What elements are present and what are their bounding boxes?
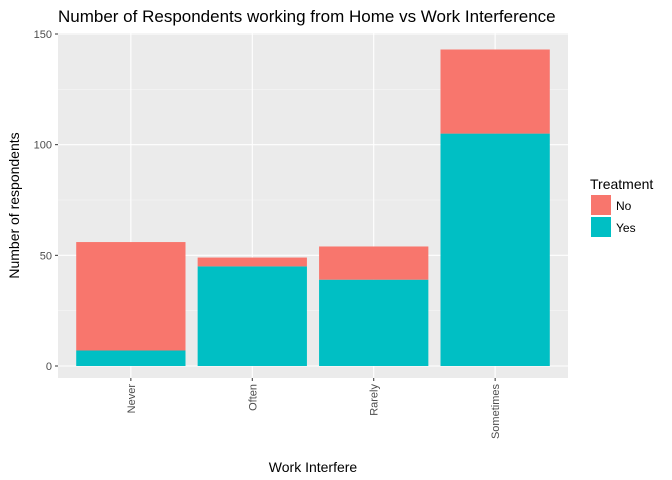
y-tick-label: 50 bbox=[40, 250, 52, 262]
legend-swatch-yes bbox=[591, 217, 611, 237]
legend-title: Treatment bbox=[590, 176, 653, 192]
y-axis-title: Number of respondents bbox=[6, 132, 22, 278]
x-tick-label: Often bbox=[247, 384, 259, 411]
x-tick-label: Never bbox=[126, 384, 138, 414]
bar-rarely-yes bbox=[319, 279, 429, 366]
bar-rarely-no bbox=[319, 246, 429, 280]
y-tick-label: 150 bbox=[34, 29, 52, 41]
y-tick-label: 100 bbox=[34, 140, 52, 152]
bars-layer bbox=[76, 49, 550, 366]
legend: Treatment No Yes bbox=[590, 176, 653, 237]
bar-sometimes-no bbox=[440, 49, 550, 134]
x-tick-label: Sometimes bbox=[490, 384, 502, 440]
bar-never-no bbox=[76, 242, 186, 351]
legend-label-no: No bbox=[616, 199, 632, 213]
legend-swatch-no bbox=[591, 195, 611, 215]
legend-label-yes: Yes bbox=[616, 221, 636, 235]
bar-sometimes-yes bbox=[440, 133, 550, 366]
x-axis-title: Work Interfere bbox=[269, 459, 358, 475]
bar-often-yes bbox=[197, 266, 307, 366]
bar-never-yes bbox=[76, 350, 186, 366]
axis-layer: 0 50 100 150 Never Often Rarely Sometimes bbox=[34, 29, 503, 439]
y-tick-label: 0 bbox=[46, 361, 52, 373]
x-tick-label: Rarely bbox=[369, 384, 381, 416]
chart-title: Number of Respondents working from Home … bbox=[58, 7, 556, 26]
bar-often-no bbox=[197, 257, 307, 267]
